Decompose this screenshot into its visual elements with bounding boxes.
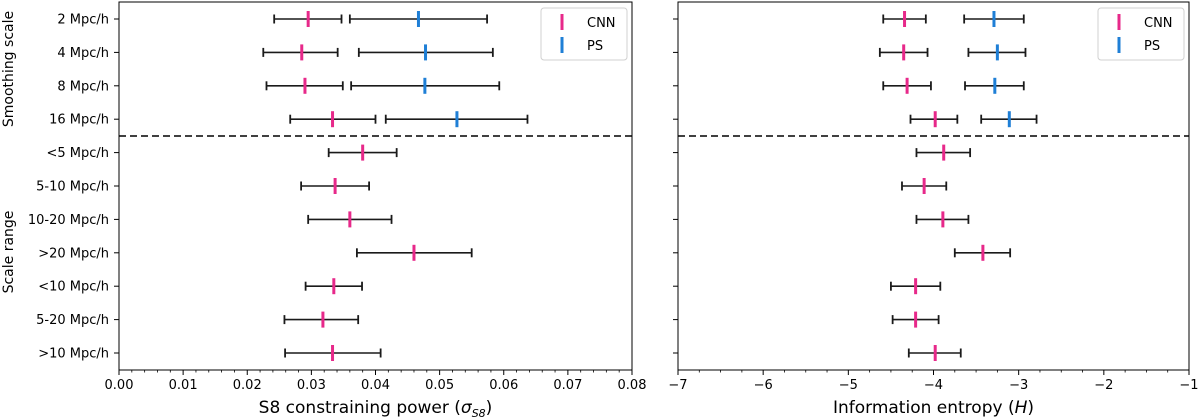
x-tick-label: 0.04 xyxy=(361,378,390,393)
x-tick-label: 0.07 xyxy=(553,378,582,393)
x-axis-title: Information entropy (H) xyxy=(833,398,1034,418)
x-tick-label: 0.02 xyxy=(233,378,262,393)
x-tick-label: −5 xyxy=(839,378,858,393)
y-category-label: 5-10 Mpc/h xyxy=(36,180,109,195)
y-category-label: 4 Mpc/h xyxy=(57,46,109,61)
legend-label: CNN xyxy=(1144,16,1173,31)
x-tick-label: 0.08 xyxy=(618,378,647,393)
x-tick-label: −6 xyxy=(754,378,773,393)
x-tick-label: 0.00 xyxy=(105,378,134,393)
y-category-label: <5 Mpc/h xyxy=(46,146,109,161)
x-tick-label: −4 xyxy=(924,378,943,393)
y-category-label: 5-20 Mpc/h xyxy=(36,313,109,328)
y-category-label: 16 Mpc/h xyxy=(49,113,109,128)
x-tick-label: −3 xyxy=(1009,378,1028,393)
y-category-label: <10 Mpc/h xyxy=(38,280,109,295)
x-tick-label: 0.01 xyxy=(169,378,198,393)
x-tick-label: −1 xyxy=(1179,378,1198,393)
group-label-smoothing: Smoothing scale xyxy=(1,11,17,127)
y-category-label: 10-20 Mpc/h xyxy=(28,213,109,228)
y-category-label: >20 Mpc/h xyxy=(38,246,109,261)
x-axis-title: S8 constraining power (σS8) xyxy=(259,398,493,420)
x-tick-label: 0.06 xyxy=(489,378,518,393)
legend-label: CNN xyxy=(587,16,616,31)
group-label-range: Scale range xyxy=(1,211,17,294)
x-tick-label: −7 xyxy=(668,378,687,393)
x-tick-label: 0.05 xyxy=(425,378,454,393)
y-category-label: 2 Mpc/h xyxy=(57,13,109,28)
y-category-label: 8 Mpc/h xyxy=(57,79,109,94)
x-tick-label: 0.03 xyxy=(297,378,326,393)
legend-label: PS xyxy=(587,39,603,54)
x-tick-label: −2 xyxy=(1094,378,1113,393)
y-category-label: >10 Mpc/h xyxy=(38,347,109,362)
legend-label: PS xyxy=(1144,39,1160,54)
